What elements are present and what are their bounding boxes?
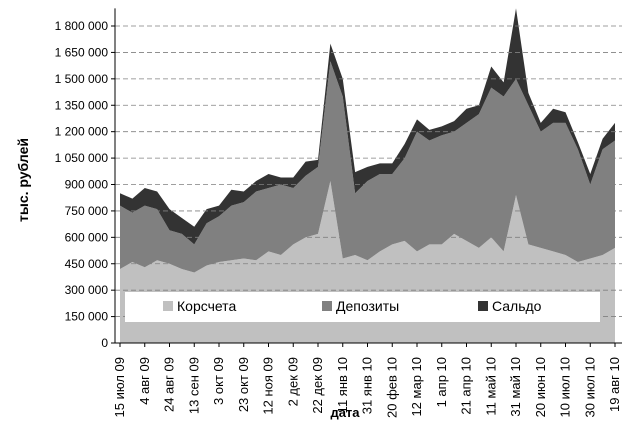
legend-label: Корсчета [177,298,236,314]
y-tick-label: 450 000 [65,257,109,271]
x-tick-label: 31 май 10 [508,357,523,417]
legend-swatch [322,301,332,311]
legend-swatch [163,301,173,311]
x-tick-label: 4 авг 09 [137,357,152,405]
x-tick-label: 24 авг 09 [162,357,177,412]
legend-swatch [478,301,488,311]
x-tick-label: 31 янв 10 [360,357,375,414]
legend [125,292,600,322]
x-tick-label: 20 фев 10 [384,357,399,418]
x-tick-label: 23 окт 09 [236,357,251,412]
y-tick-label: 150 000 [65,310,109,324]
y-tick-label: 300 000 [65,283,109,297]
x-tick-label: 11 янв 10 [335,357,350,413]
y-tick-label: 1 500 000 [55,72,109,86]
x-tick-label: 11 май 10 [483,357,498,416]
x-axis-label: дата [330,405,360,420]
legend-label: Сальдо [492,298,542,314]
y-tick-label: 1 650 000 [55,45,109,59]
x-tick-label: 19 авг 10 [607,357,622,412]
x-tick-label: 30 июл 10 [582,357,597,417]
x-tick-label: 22 дек 09 [310,357,325,414]
y-tick-label: 1 200 000 [55,125,109,139]
y-axis-label: тыс. рублей [15,138,31,222]
x-tick-label: 3 окт 09 [211,357,226,405]
x-tick-label: 1 апр 10 [434,357,449,407]
y-tick-label: 0 [101,336,108,350]
x-tick-label: 10 июл 10 [558,357,573,417]
y-tick-label: 1 050 000 [55,151,109,165]
x-tick-label: 21 апр 10 [459,357,474,415]
area [120,8,615,245]
y-tick-label: 750 000 [65,204,109,218]
x-tick-label: 20 июн 10 [533,357,548,417]
x-tick-label: 13 сен 09 [186,357,201,414]
area [120,61,615,273]
y-tick-label: 900 000 [65,178,109,192]
y-tick-label: 1 350 000 [55,98,109,112]
legend-label: Депозиты [336,298,399,314]
y-tick-label: 1 800 000 [55,19,109,33]
x-tick-label: 12 мар 10 [409,357,424,417]
x-tick-label: 2 дек 09 [285,357,300,406]
x-tick-label: 15 июл 09 [112,357,127,417]
x-tick-label: 12 ноя 09 [261,357,276,415]
y-tick-label: 600 000 [65,230,109,244]
